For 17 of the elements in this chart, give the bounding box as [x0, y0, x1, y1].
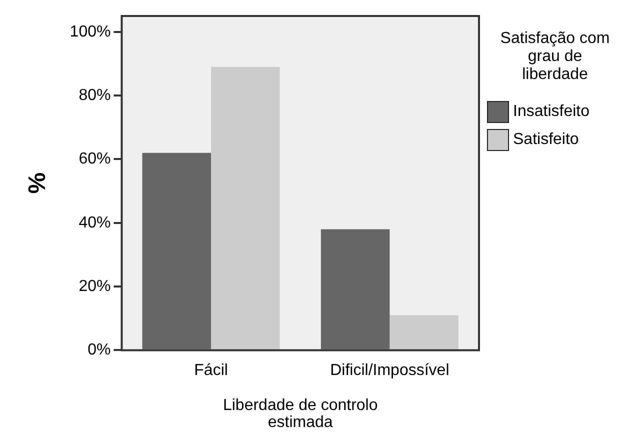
bar — [142, 152, 212, 350]
x-tick-label: Dificil/Impossível — [330, 362, 450, 380]
y-tick-label: 80% — [78, 86, 111, 104]
y-tick-label: 0% — [88, 342, 111, 359]
y-axis-title: % — [24, 172, 52, 194]
y-tick-label: 20% — [78, 278, 111, 295]
bar — [211, 66, 280, 350]
y-tick-label: 60% — [78, 150, 111, 168]
bar — [390, 315, 458, 350]
x-axis-title: Liberdade de controlo estimada — [222, 397, 378, 432]
bar — [320, 229, 390, 350]
y-tick-label: 100% — [70, 23, 111, 40]
legend-label: Insatisfeito — [513, 103, 590, 121]
legend-title: Satisfação com grau de liberdade — [499, 30, 611, 84]
y-tick-label: 40% — [78, 214, 111, 232]
x-tick-label: Fácil — [194, 362, 228, 380]
legend-label: Satisfeito — [513, 131, 579, 149]
